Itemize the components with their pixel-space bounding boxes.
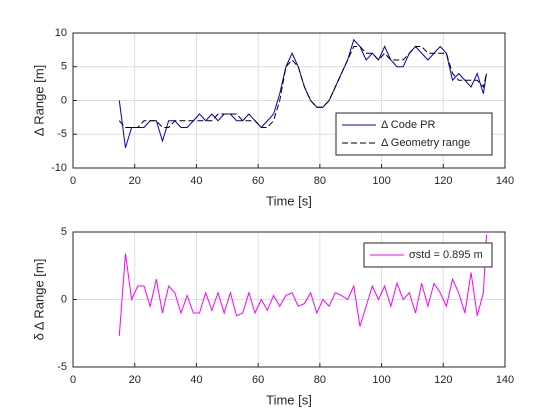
- data-line: [118, 46, 487, 128]
- legend-label: Δ Geometry range: [381, 137, 470, 149]
- x-tick-label: 140: [496, 175, 514, 187]
- y-tick-label: -10: [51, 162, 67, 174]
- x-tick-label: 140: [496, 374, 514, 386]
- data-line: [118, 234, 487, 336]
- x-axis-label: Time [s]: [266, 193, 312, 208]
- x-tick-label: 80: [314, 374, 326, 386]
- x-tick-label: 0: [70, 175, 76, 187]
- x-tick-label: 20: [129, 374, 141, 386]
- x-tick-label: 60: [252, 374, 264, 386]
- axes-box: [72, 32, 506, 169]
- legend-label: σstd = 0.895 m: [409, 249, 483, 261]
- y-axis-label: δ Δ Range [m]: [31, 259, 46, 341]
- y-tick-label: 5: [61, 226, 67, 238]
- y-tick-label: 0: [61, 94, 67, 106]
- legend-box: [335, 112, 493, 156]
- x-tick-label: 40: [190, 175, 202, 187]
- y-axis-label: Δ Range [m]: [31, 65, 46, 137]
- legend: σstd = 0.895 m: [363, 242, 493, 268]
- x-tick-label: 20: [129, 175, 141, 187]
- y-tick-label: -5: [57, 361, 67, 373]
- x-tick-label: 40: [190, 374, 202, 386]
- x-tick-label: 60: [252, 175, 264, 187]
- x-tick-label: 120: [434, 175, 452, 187]
- legend-label: Δ Code PR: [381, 119, 435, 131]
- axes-box: [72, 231, 506, 368]
- x-axis-label: Time [s]: [266, 392, 312, 407]
- legend: Δ Code PR Δ Geometry range: [335, 112, 493, 156]
- y-tick-label: 0: [61, 293, 67, 305]
- y-tick-label: -5: [57, 128, 67, 140]
- y-tick-label: 10: [55, 27, 67, 39]
- x-tick-label: 0: [70, 374, 76, 386]
- y-tick-label: 5: [61, 61, 67, 73]
- x-tick-label: 120: [434, 374, 452, 386]
- x-tick-label: 80: [314, 175, 326, 187]
- x-tick-label: 100: [372, 175, 390, 187]
- x-tick-label: 100: [372, 374, 390, 386]
